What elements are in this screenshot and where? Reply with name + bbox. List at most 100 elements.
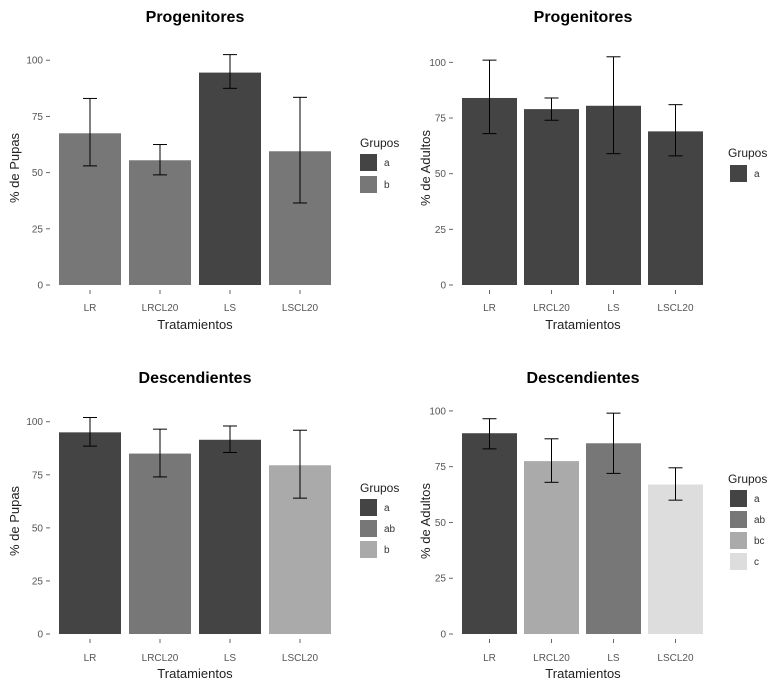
x-axis: LR LRCL20 LS LSCL20 — [483, 639, 694, 664]
x-tick-label: LR — [84, 303, 97, 314]
legend-label: a — [384, 158, 390, 169]
y-tick-label: 75 — [435, 462, 447, 473]
y-axis-title: % de Adultos — [418, 130, 433, 206]
y-tick-label: 25 — [435, 225, 447, 236]
x-axis-title: Tratamientos — [545, 317, 621, 332]
x-tick-label: LRCL20 — [142, 653, 179, 664]
x-tick-label: LS — [224, 303, 237, 314]
x-tick-label: LSCL20 — [282, 653, 319, 664]
bars-layer — [462, 97, 703, 285]
legend-label: b — [384, 180, 390, 191]
x-axis: LR LRCL20 LS LSCL20 — [84, 639, 319, 664]
bar — [129, 160, 191, 285]
x-tick-label: LS — [224, 653, 237, 664]
y-tick-label: 100 — [429, 406, 446, 417]
error-bars-layer — [482, 412, 683, 501]
y-axis-title: % de Pupas — [7, 132, 22, 203]
x-axis: LR LRCL20 LS LSCL20 — [84, 290, 319, 314]
bars-layer — [59, 72, 331, 285]
legend: Grupos ab — [360, 136, 399, 193]
y-tick-label: 25 — [32, 224, 44, 235]
x-axis-title: Tratamientos — [157, 666, 233, 681]
legend-swatch — [730, 490, 747, 507]
x-tick-label: LR — [84, 653, 97, 664]
y-axis: 0 25 50 75 100 — [429, 406, 453, 641]
legend: Grupos a ab b — [360, 481, 399, 558]
y-tick-label: 50 — [32, 168, 44, 179]
y-tick-label: 25 — [32, 576, 44, 587]
legend-swatch — [360, 520, 377, 537]
legend: Grupos a — [728, 146, 767, 182]
bar — [199, 72, 261, 285]
y-axis: 0 25 50 75 100 — [26, 56, 50, 292]
y-tick-label: 0 — [440, 281, 446, 292]
y-tick-label: 50 — [435, 169, 447, 180]
legend-title: Grupos — [360, 481, 399, 495]
y-tick-label: 100 — [26, 56, 43, 67]
chart-panel: Progenitores 0 25 50 75 100 LR LRCL20 LS LSCL20… — [7, 9, 399, 332]
legend-swatch — [360, 541, 377, 558]
bar — [648, 131, 703, 285]
legend-label: ab — [384, 524, 396, 535]
x-tick-label: LR — [483, 303, 496, 314]
legend-label: a — [754, 169, 760, 180]
legend-swatch — [730, 553, 747, 570]
legend-label: a — [384, 503, 390, 514]
y-tick-label: 100 — [26, 417, 43, 428]
legend-label: a — [754, 494, 760, 505]
legend: Grupos a ab bc c — [728, 472, 767, 570]
y-tick-label: 50 — [435, 518, 447, 529]
chart-title: Progenitores — [146, 9, 245, 26]
x-tick-label: LRCL20 — [533, 303, 570, 314]
y-tick-label: 75 — [32, 112, 44, 123]
y-axis: 0 25 50 75 100 — [26, 417, 50, 641]
x-tick-label: LR — [483, 653, 496, 664]
legend-title: Grupos — [360, 136, 399, 150]
chart-title: Progenitores — [534, 9, 633, 26]
bar — [129, 453, 191, 634]
legend-swatch — [360, 499, 377, 516]
chart-panel: Progenitores 0 25 50 75 100 LR LRCL20 LS LSCL20… — [418, 9, 767, 332]
bar — [199, 439, 261, 634]
chart-title: Descendientes — [527, 370, 640, 387]
x-tick-label: LRCL20 — [142, 303, 179, 314]
x-axis: LR LRCL20 LS LSCL20 — [483, 290, 694, 314]
x-tick-label: LSCL20 — [657, 303, 694, 314]
error-bars-layer — [83, 54, 307, 204]
bar — [586, 443, 641, 634]
legend-title: Grupos — [728, 472, 767, 486]
bars-layer — [462, 433, 703, 634]
error-bars-layer — [482, 56, 683, 157]
bars-layer — [59, 432, 331, 634]
y-tick-label: 100 — [429, 58, 446, 69]
legend-swatch — [360, 176, 377, 193]
legend-label: ab — [754, 515, 766, 526]
bar — [59, 432, 121, 634]
legend-label: b — [384, 545, 390, 556]
y-tick-label: 0 — [37, 630, 43, 641]
x-tick-label: LS — [607, 303, 620, 314]
y-tick-label: 75 — [435, 114, 447, 125]
x-axis-title: Tratamientos — [157, 317, 233, 332]
legend-swatch — [730, 165, 747, 182]
x-tick-label: LS — [607, 653, 620, 664]
chart-panel: Descendientes 0 25 50 75 100 LR LRCL20 LS LSCL2… — [7, 370, 399, 681]
legend-swatch — [360, 154, 377, 171]
y-tick-label: 50 — [32, 523, 44, 534]
legend-swatch — [730, 511, 747, 528]
legend-label: bc — [754, 536, 765, 547]
legend-title: Grupos — [728, 146, 767, 160]
y-tick-label: 0 — [37, 281, 43, 292]
y-axis-title: % de Adultos — [418, 483, 433, 559]
x-tick-label: LSCL20 — [657, 653, 694, 664]
x-tick-label: LRCL20 — [533, 653, 570, 664]
bar — [524, 461, 579, 634]
legend-label: c — [754, 557, 759, 568]
x-tick-label: LSCL20 — [282, 303, 319, 314]
chart-title: Descendientes — [139, 370, 252, 387]
legend-swatch — [730, 532, 747, 549]
bar — [524, 109, 579, 285]
bar — [648, 484, 703, 634]
x-axis-title: Tratamientos — [545, 666, 621, 681]
